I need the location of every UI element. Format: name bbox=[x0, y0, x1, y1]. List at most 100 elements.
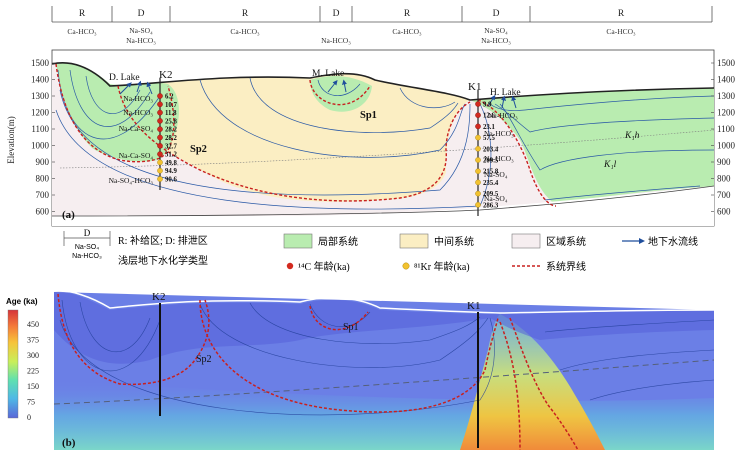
sp2-label-a: Sp2 bbox=[190, 144, 207, 155]
legend-intermediate-swatch bbox=[399, 233, 429, 249]
y-axis-left: Elevation(m) 1500 1400 1300 1200 1100 1000 900… bbox=[6, 58, 55, 217]
y-axis-title: Elevation(m) bbox=[6, 116, 16, 163]
zone-chem-5: Ca-HCO₃ bbox=[392, 27, 422, 36]
colorbar-tick-5: 75 bbox=[27, 398, 35, 407]
k1-sample-dot-5 bbox=[475, 145, 481, 152]
y-tick-right-7: 800 bbox=[717, 174, 731, 184]
k2-samples: 6.210.711.825.828.228.232.731.249.894.99… bbox=[157, 93, 177, 184]
legend-regional-label: 区域系统 bbox=[546, 235, 586, 248]
colorbar: Age (ka) 450 375 300 225 150 75 0 bbox=[6, 297, 39, 422]
k1-samples: 9.9 12.6 23.1 57.5 203.4 209.5 215.8 235.4 209.5… bbox=[475, 101, 499, 209]
zone-strip: R D R D R D R Ca-HCO₃ Na-SO₄ Na-HCO₃ Ca-… bbox=[51, 6, 713, 45]
legend-local-label: 局部系统 bbox=[318, 235, 358, 248]
panel-a: Elevation(m) 1500 1400 1300 1200 1100 1000 900… bbox=[6, 49, 736, 227]
zone-label-7: R bbox=[618, 9, 625, 19]
colorbar-gradient bbox=[7, 309, 19, 419]
d-lake-label: D. Lake bbox=[109, 73, 140, 83]
zone-label-5: R bbox=[404, 9, 411, 19]
legend-flowline-label: 地下水流线 bbox=[648, 235, 698, 248]
zone-chem-2a: Na-SO₄ bbox=[129, 26, 153, 35]
zone-dividers bbox=[51, 6, 713, 22]
local-system-area-mlake bbox=[310, 76, 372, 112]
k1-sample-age-5: 203.4 bbox=[483, 146, 499, 153]
colorbar-tick-3: 225 bbox=[27, 367, 39, 376]
k1-label-a: K1 bbox=[468, 81, 481, 93]
colorbar-tick-0: 450 bbox=[27, 320, 39, 329]
young-water-zone bbox=[54, 291, 714, 364]
legend-zone-label: D bbox=[84, 228, 91, 238]
sp1-label-a: Sp1 bbox=[360, 110, 377, 121]
k2-sample-age-10: 94.9 bbox=[165, 168, 177, 175]
aquifer-base-line bbox=[51, 185, 715, 217]
lake-arrows bbox=[119, 79, 517, 109]
k2-sample-dot-6 bbox=[157, 134, 163, 141]
colorbar-tick-1: 375 bbox=[27, 336, 39, 345]
stratum-boundary bbox=[59, 129, 715, 169]
y-tick-right-3: 1200 bbox=[717, 108, 736, 118]
legend: D Na-SO₄ Na-HCO₃ R: 补给区; D: 排泄区 浅层地下水化学类… bbox=[63, 228, 698, 273]
local-system-area-right bbox=[470, 88, 714, 204]
k2-sample-dot-7 bbox=[157, 142, 163, 149]
intermediate-system-area bbox=[118, 73, 470, 202]
k2-sample-dot-3 bbox=[157, 109, 163, 116]
k1-sample-age-1: 9.9 bbox=[483, 102, 492, 109]
old-water-plume bbox=[460, 314, 605, 450]
panel-a-label: (a) bbox=[62, 209, 75, 221]
k2-sample-age-3: 11.8 bbox=[165, 110, 177, 117]
y-tick-right-9: 600 bbox=[717, 207, 731, 217]
zone-chem-2b: Na-HCO₃ bbox=[126, 36, 156, 45]
k2-sample-age-6: 28.2 bbox=[165, 135, 177, 142]
k1-sample-dot-10 bbox=[475, 201, 481, 208]
zone-label-4: D bbox=[333, 9, 340, 19]
y-tick-left-9: 600 bbox=[36, 207, 50, 217]
k2-sample-dot-5 bbox=[157, 126, 163, 132]
y-tick-left-6: 900 bbox=[36, 157, 50, 167]
zone-label-3: R bbox=[242, 9, 249, 19]
k2-sample-age-11: 90.6 bbox=[165, 177, 177, 184]
colorbar-tick-4: 150 bbox=[27, 382, 39, 391]
k1-sample-dot-4 bbox=[475, 134, 481, 141]
y-tick-right-0: 1500 bbox=[717, 58, 736, 68]
basement-area bbox=[52, 186, 714, 226]
y-axis-right: 1500 1400 1300 1200 1100 1000 900 800 700 600 bbox=[711, 58, 736, 217]
k2-label-a: K2 bbox=[159, 69, 172, 81]
k1h-label: K₁h bbox=[624, 131, 640, 141]
y-tick-left-5: 1000 bbox=[31, 141, 50, 151]
legend-chem-text: 浅层地下水化学类型 bbox=[118, 254, 208, 267]
zone-chem-7: Ca-HCO₃ bbox=[606, 27, 636, 36]
y-tick-left-0: 1500 bbox=[31, 58, 50, 68]
y-tick-right-8: 700 bbox=[717, 190, 731, 200]
k2-sample-dot-11 bbox=[157, 176, 163, 182]
y-tick-right-6: 900 bbox=[717, 157, 731, 167]
legend-kr81-dot bbox=[402, 262, 410, 270]
k1-sample-dot-6 bbox=[475, 157, 481, 163]
k2-sample-dot-10 bbox=[157, 167, 163, 174]
k1-chem-1: Na-HCO₃ bbox=[488, 111, 518, 120]
k2-sample-dot-4 bbox=[157, 118, 163, 124]
zone-chem-4: Na-HCO₃ bbox=[321, 36, 351, 45]
k1-label-b: K1 bbox=[467, 300, 480, 312]
k1-sample-dot-9 bbox=[475, 190, 481, 197]
legend-c14-label: ¹⁴C 年龄(ka) bbox=[298, 260, 350, 273]
k1-sample-dot-8 bbox=[475, 179, 481, 186]
y-tick-right-5: 1000 bbox=[717, 141, 736, 151]
k2-sample-dot-9 bbox=[157, 159, 163, 166]
k2-sample-dot-1 bbox=[157, 93, 163, 99]
panel-b: K2 K1 Sp1 Sp2 (b) Age (ka) 450 375 300 225 1… bbox=[6, 289, 715, 451]
k2-sample-age-7: 32.7 bbox=[165, 143, 177, 150]
panel-b-surface bbox=[53, 289, 715, 314]
k1-sample-age-7: 215.8 bbox=[483, 169, 499, 176]
system-boundaries-b bbox=[57, 293, 579, 451]
legend-rd-text: R: 补给区; D: 排泄区 bbox=[118, 234, 208, 247]
y-tick-right-1: 1400 bbox=[717, 75, 736, 85]
y-tick-left-8: 700 bbox=[36, 190, 50, 200]
legend-local-swatch bbox=[283, 233, 313, 249]
k1-sample-age-3: 23.1 bbox=[483, 124, 495, 131]
k1-sample-dot-1 bbox=[475, 101, 481, 107]
h-lake-label: H. Lake bbox=[490, 88, 521, 98]
sp1-label-b: Sp1 bbox=[343, 322, 359, 333]
colorbar-tick-6: 0 bbox=[27, 413, 31, 422]
legend-kr81-label: ⁸¹Kr 年龄(ka) bbox=[414, 260, 470, 273]
y-tick-left-2: 1300 bbox=[31, 91, 50, 101]
k2-chem-1: Na-HCO₃ bbox=[123, 94, 153, 103]
